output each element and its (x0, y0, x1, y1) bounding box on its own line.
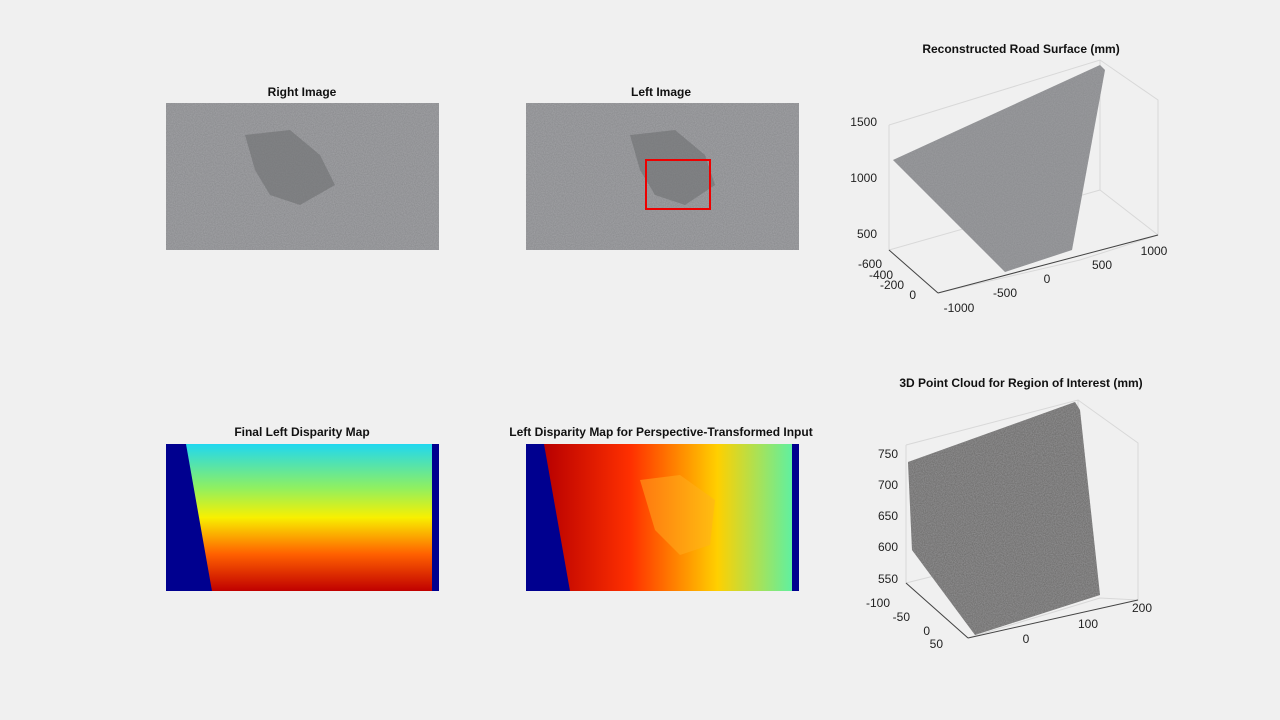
panel-title: Left Disparity Map for Perspective-Trans… (509, 425, 812, 439)
z-tick-label: 650 (878, 509, 898, 523)
roi-box (645, 159, 711, 210)
panel-title: Reconstructed Road Surface (mm) (922, 42, 1119, 56)
z-tick-label: 550 (878, 572, 898, 586)
z-tick-label: 600 (878, 540, 898, 554)
z-tick-label: 700 (878, 478, 898, 492)
y-tick-label: -400 (869, 268, 893, 282)
panel-title: 3D Point Cloud for Region of Interest (m… (899, 376, 1142, 390)
perspective-disparity-map (526, 444, 799, 591)
x-tick-label: 0 (1023, 632, 1030, 646)
x-tick-label: 200 (1132, 601, 1152, 615)
x-tick-label: 100 (1078, 617, 1098, 631)
z-tick-label: 1000 (850, 171, 877, 185)
z-tick-label: 750 (878, 447, 898, 461)
x-tick-label: 0 (1044, 272, 1051, 286)
x-tick-label: 1000 (1141, 244, 1168, 258)
x-tick-label: -500 (993, 286, 1017, 300)
panel-title: Left Image (631, 85, 691, 99)
y-tick-label: -50 (893, 610, 911, 624)
y-tick-label: -100 (866, 596, 890, 610)
left-image (526, 103, 799, 250)
panel-title: Final Left Disparity Map (234, 425, 369, 439)
y-tick-label: 0 (923, 624, 930, 638)
final-disparity-map (166, 444, 439, 591)
road-surface-3d (888, 59, 1159, 294)
panel-title: Right Image (268, 85, 337, 99)
x-tick-label: 500 (1092, 258, 1112, 272)
right-image (166, 103, 439, 250)
y-tick-label: -600 (858, 257, 882, 271)
point-cloud-3d (905, 399, 1139, 639)
x-tick-label: -1000 (944, 301, 975, 315)
y-tick-label: -200 (880, 278, 904, 292)
z-tick-label: 1500 (850, 115, 877, 129)
y-tick-label: 0 (909, 288, 916, 302)
z-tick-label: 500 (857, 227, 877, 241)
y-tick-label: 50 (930, 637, 944, 651)
